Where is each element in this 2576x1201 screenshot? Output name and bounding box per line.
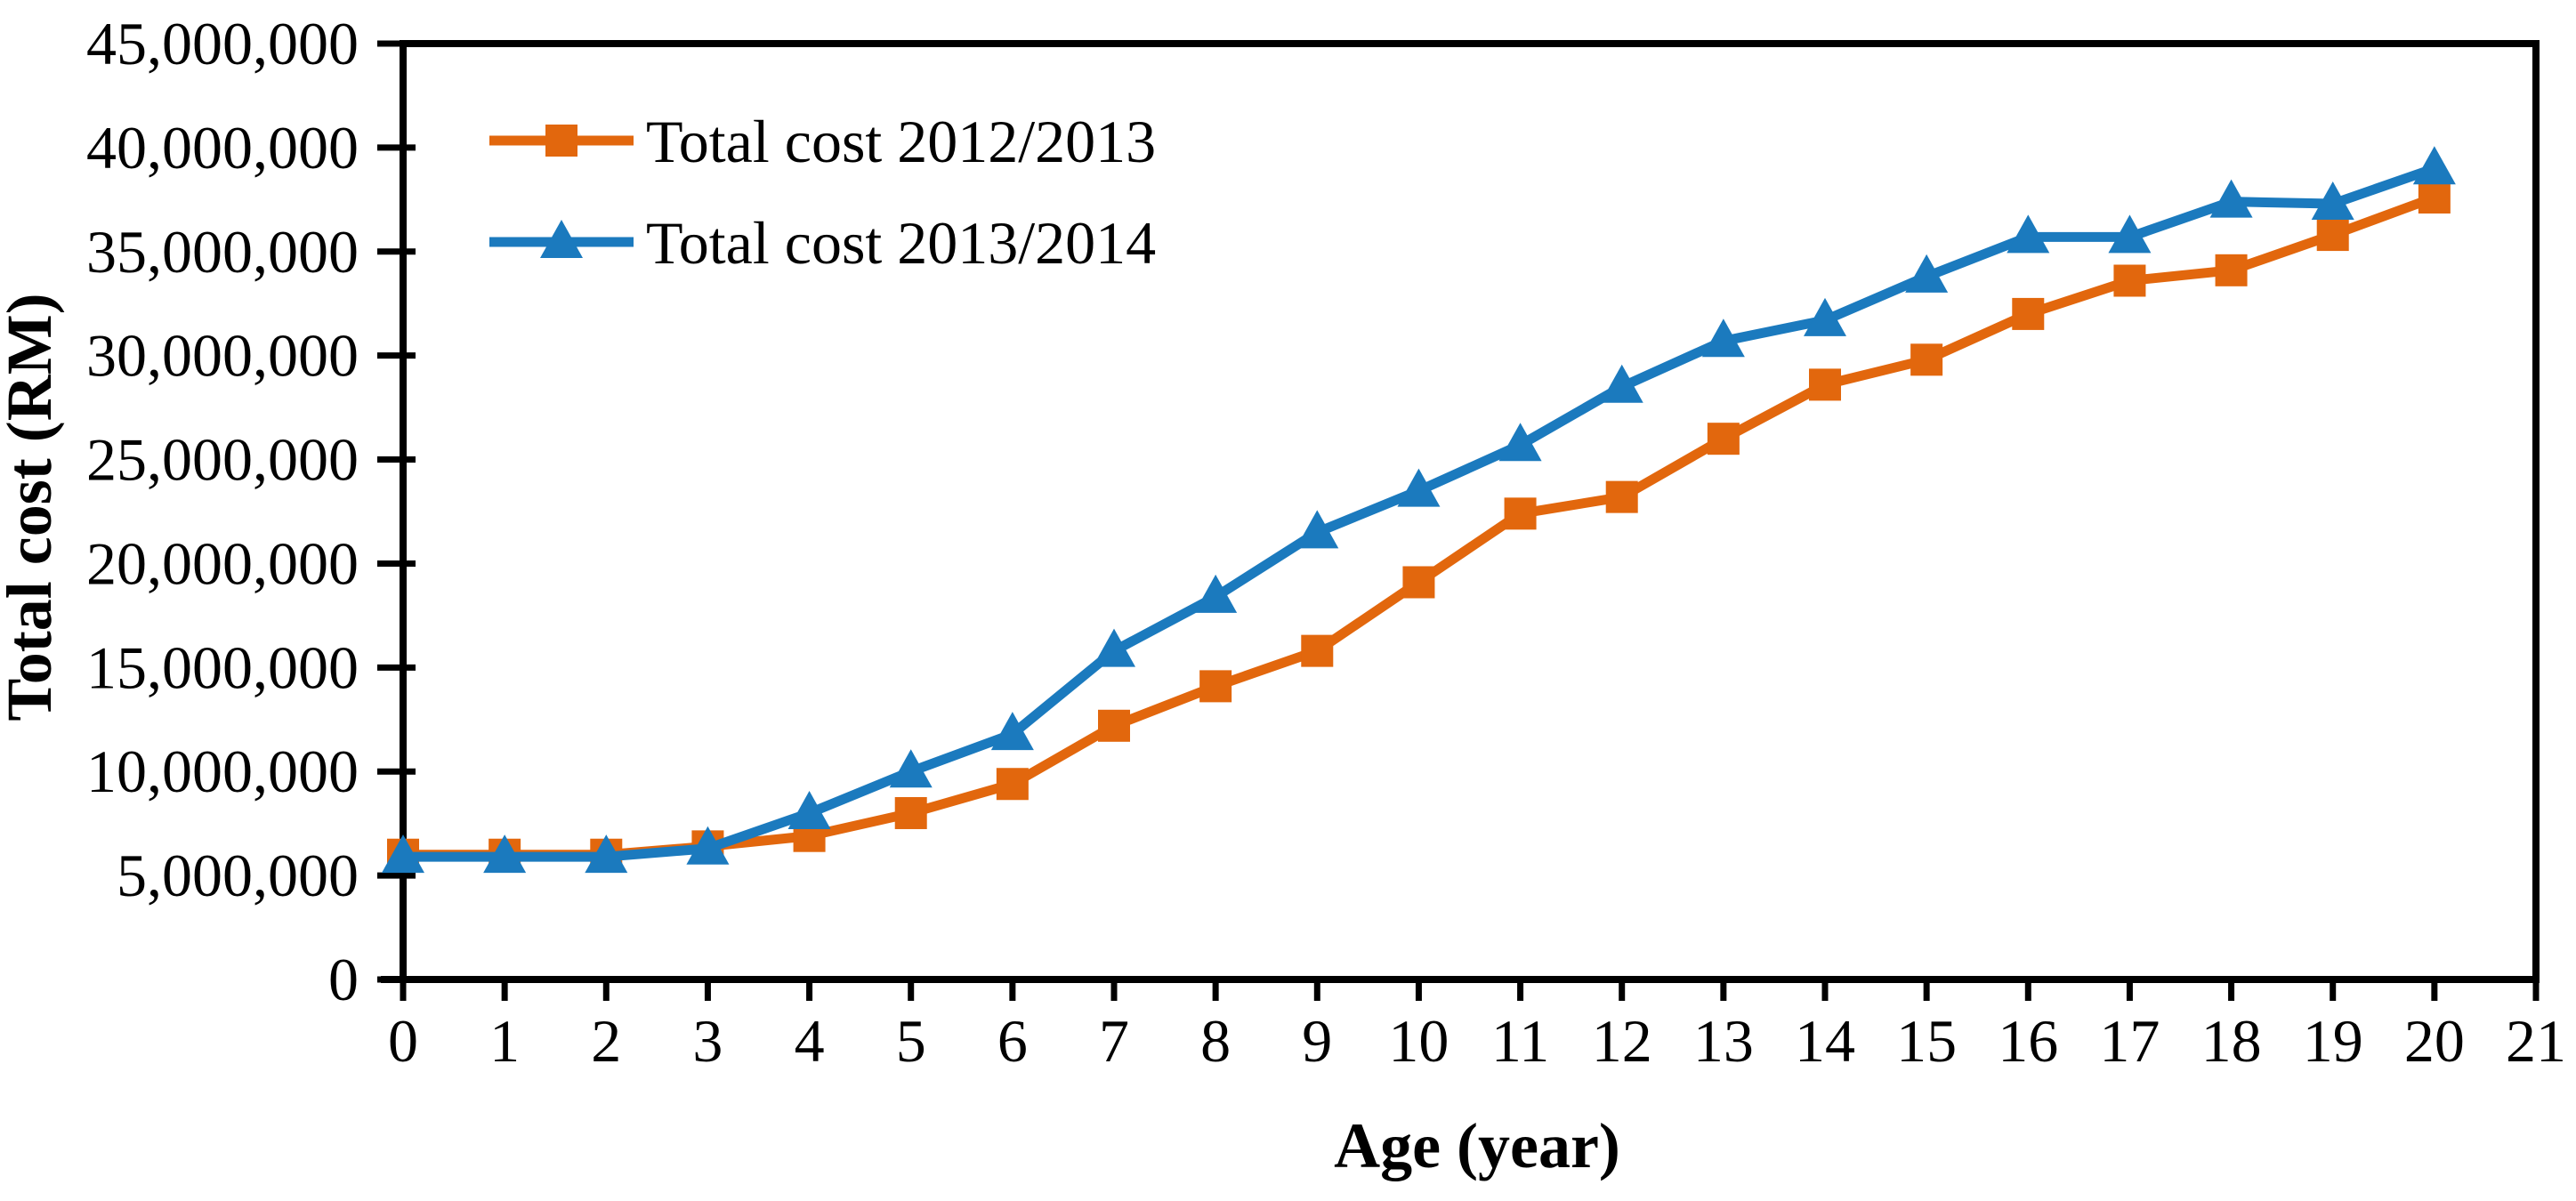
y-tick-label: 10,000,000 (86, 738, 359, 805)
data-point-marker-square (996, 768, 1029, 801)
data-point-marker-square (2113, 264, 2146, 297)
data-point-marker-triangle (889, 749, 933, 788)
data-point-marker-triangle (2209, 179, 2253, 218)
plot-border (400, 40, 2540, 983)
x-tick-label: 4 (795, 1007, 825, 1075)
data-point-marker-square (2012, 297, 2045, 330)
x-tick-label: 19 (2303, 1007, 2363, 1075)
x-tick-label: 20 (2404, 1007, 2465, 1075)
x-tick-label: 11 (1491, 1007, 1549, 1075)
data-point-marker-triangle (585, 834, 628, 874)
data-point-marker-triangle (1600, 364, 1643, 403)
data-point-marker-square (1199, 670, 1232, 703)
data-point-marker-triangle (1804, 297, 1846, 336)
legend-label: Total cost 2013/2014 (646, 209, 1156, 277)
legend-item-total-cost-2013-2014: Total cost 2013/2014 (489, 209, 1156, 277)
data-point-marker-triangle (1701, 318, 1745, 358)
y-tick-label: 30,000,000 (86, 322, 359, 390)
x-tick-label: 5 (896, 1007, 926, 1075)
data-point-marker-square (1605, 480, 1638, 513)
data-point-marker-triangle (1296, 510, 1339, 549)
data-point-marker-triangle (483, 834, 527, 874)
data-point-marker-triangle (2108, 214, 2152, 254)
data-point-marker-square (1504, 497, 1537, 530)
data-point-marker-square (1301, 634, 1334, 667)
y-tick-label: 25,000,000 (86, 426, 359, 494)
x-tick-label: 1 (489, 1007, 520, 1075)
x-tick-label: 14 (1795, 1007, 1855, 1075)
x-tick-label: 9 (1302, 1007, 1332, 1075)
data-point-marker-square (2316, 219, 2349, 252)
data-point-marker-triangle (1397, 468, 1441, 507)
y-tick-label: 45,000,000 (86, 10, 359, 77)
y-tick-label: 5,000,000 (117, 842, 359, 909)
data-point-marker-triangle (1093, 628, 1135, 667)
data-point-marker-triangle (382, 834, 424, 874)
x-tick-label: 6 (997, 1007, 1028, 1075)
y-tick-label: 40,000,000 (86, 114, 359, 181)
data-point-marker-triangle (787, 790, 831, 829)
series-total-cost-2012-2013 (387, 181, 2451, 871)
x-tick-label: 13 (1693, 1007, 1754, 1075)
data-point-marker-square (894, 796, 927, 829)
data-point-marker-square (1707, 423, 1740, 455)
data-point-marker-square (1910, 343, 1943, 376)
x-tick-label: 3 (692, 1007, 723, 1075)
data-point-marker-square (1402, 566, 1435, 599)
y-tick-label: 15,000,000 (86, 633, 359, 701)
x-axis-title: Age (year) (1334, 1110, 1620, 1181)
x-tick-label: 10 (1388, 1007, 1449, 1075)
x-tick-label: 21 (2506, 1007, 2566, 1075)
data-point-marker-triangle (1194, 574, 1238, 613)
data-point-marker-square (1809, 368, 1841, 401)
data-point-marker-triangle (540, 220, 583, 258)
x-tick-label: 18 (2201, 1007, 2262, 1075)
x-tick-label: 17 (2099, 1007, 2160, 1075)
y-tick-label: 20,000,000 (86, 529, 359, 597)
x-tick-label: 2 (591, 1007, 621, 1075)
legend-item-total-cost-2012-2013: Total cost 2012/2013 (489, 108, 1156, 175)
x-tick-label: 15 (1896, 1007, 1957, 1075)
data-point-marker-square (545, 125, 577, 157)
y-tick-label: 0 (328, 946, 359, 1013)
x-tick-label: 8 (1200, 1007, 1231, 1075)
data-point-marker-square (2418, 181, 2451, 214)
data-point-marker-square (1098, 709, 1130, 742)
y-tick-label: 35,000,000 (86, 218, 359, 286)
legend-label: Total cost 2012/2013 (646, 108, 1156, 175)
data-point-marker-triangle (1905, 254, 1949, 293)
data-point-marker-triangle (2311, 181, 2354, 221)
x-tick-label: 12 (1592, 1007, 1652, 1075)
data-point-marker-square (2215, 254, 2248, 286)
y-axis-title: Total cost (RM) (0, 293, 65, 721)
data-point-marker-triangle (2007, 214, 2050, 254)
data-point-marker-triangle (2412, 146, 2456, 185)
series-total-cost-2013-2014 (382, 146, 2456, 874)
data-point-marker-triangle (686, 826, 730, 865)
x-tick-label: 7 (1099, 1007, 1129, 1075)
data-point-marker-triangle (1498, 423, 1542, 462)
x-tick-label: 16 (1998, 1007, 2058, 1075)
data-point-marker-triangle (990, 712, 1034, 751)
x-tick-label: 0 (388, 1007, 418, 1075)
